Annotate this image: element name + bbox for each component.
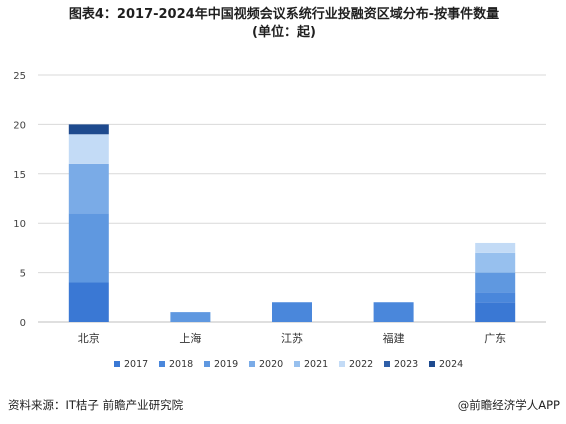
legend-swatch-2020 [249,361,255,367]
bar-segment-广东-2021 [475,252,516,273]
bar-segment-福建-2018 [373,302,414,322]
x-axis: 北京 上海 江苏 福建 广东 [78,331,506,345]
legend-label: 2019 [214,359,238,370]
chart-title-line1: 图表4：2017-2024年中国视频会议系统行业投融资区域分布-按事件数量 [68,7,500,22]
legend-label: 2024 [439,359,463,370]
bar-segment-北京-2019 [68,213,109,283]
bar-segment-上海-2019 [170,312,211,322]
bar-segment-北京-2017 [68,282,109,322]
legend-label: 2018 [169,359,193,370]
x-tick-label: 福建 [383,331,405,345]
y-tick-label: 15 [13,170,26,181]
gridlines [38,74,546,323]
brand-watermark-text: @前瞻经济学人APP [457,398,560,412]
bar-segment-广东-2018 [475,292,516,303]
legend-swatch-2021 [294,361,300,367]
legend-label: 2021 [304,359,328,370]
y-tick-label: 0 [20,318,26,329]
bar-segment-广东-2022 [475,242,516,253]
legend-label: 2017 [124,359,148,370]
y-axis: 0 5 10 15 20 25 [13,71,26,329]
legend-swatch-2019 [204,361,210,367]
legend-swatch-2024 [429,361,435,367]
y-tick-label: 25 [13,71,26,82]
bar-segment-北京-2020 [68,163,109,214]
legend-swatch-2017 [114,361,120,367]
legend-swatch-2022 [339,361,345,367]
legend-label: 2022 [349,359,373,370]
legend-swatch-2018 [159,361,165,367]
chart-title: 图表4：2017-2024年中国视频会议系统行业投融资区域分布-按事件数量 (单… [8,6,560,42]
legend-label: 2023 [394,359,418,370]
x-tick-label: 广东 [484,332,506,345]
bar-segment-江苏-2018 [272,302,312,322]
legend: 2017 2018 2019 2020 2021 2022 2023 2024 [114,359,463,370]
bar-segment-广东-2019 [475,272,516,293]
y-tick-label: 5 [20,269,26,280]
bar-segment-北京-2024 [68,124,109,135]
y-tick-label: 20 [13,120,26,131]
bar-segment-北京-2022 [68,134,109,164]
source-note: 资料来源：IT桔子 前瞻产业研究院 [8,398,184,412]
x-tick-label: 北京 [78,331,100,345]
legend-label: 2020 [259,359,283,370]
x-tick-label: 上海 [179,331,201,345]
y-tick-label: 10 [13,219,26,230]
x-tick-label: 江苏 [281,332,303,345]
bar-segment-广东-2017 [475,302,516,322]
bars [68,124,516,322]
chart-title-line2: (单位：起) [252,25,316,40]
legend-swatch-2023 [384,361,390,367]
